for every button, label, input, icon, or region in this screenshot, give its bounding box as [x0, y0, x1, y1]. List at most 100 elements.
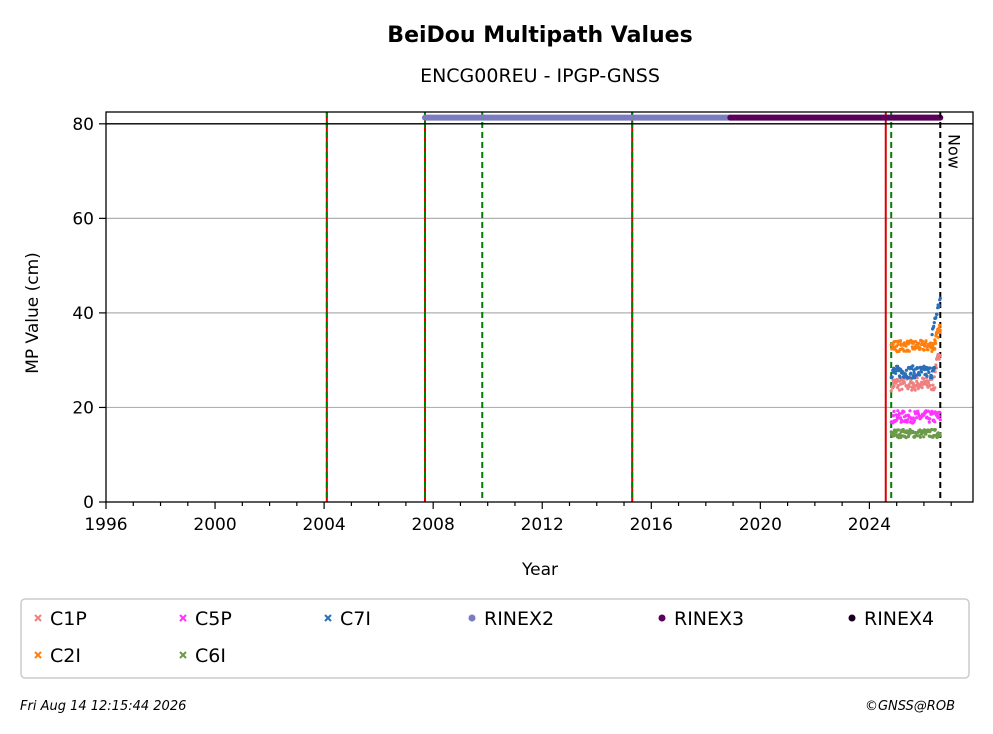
data-point	[918, 435, 923, 439]
legend-item-c5p: C5P	[179, 608, 232, 630]
y-tick-label: 20	[72, 398, 94, 418]
data-point	[922, 377, 926, 381]
footer-copyright: ©GNSS@ROB	[865, 699, 955, 714]
data-point	[896, 342, 900, 346]
data-point	[938, 323, 942, 327]
data-point	[892, 384, 896, 388]
data-point	[897, 411, 902, 416]
data-point	[934, 341, 938, 345]
data-point	[931, 383, 935, 387]
data-point	[930, 333, 934, 337]
plot-area: Now 1996 2000 2004 2008 2012 2016 2020 2024 0 20 40…	[72, 111, 974, 535]
data-point	[933, 366, 937, 370]
data-point	[927, 370, 931, 374]
x-tick-label: 2024	[848, 515, 891, 535]
data-point	[924, 339, 928, 343]
legend-item-c1p: C1P	[34, 608, 87, 630]
data-point	[902, 410, 906, 414]
x-tick-label: 2000	[193, 515, 236, 535]
data-point	[914, 384, 918, 388]
x-tick-label: 2020	[739, 515, 782, 535]
legend-item-rinex2: RINEX2	[468, 608, 554, 630]
legend-label: RINEX2	[484, 608, 554, 630]
data-point	[932, 324, 936, 328]
footer-timestamp: Fri Aug 14 12:15:44 2026	[20, 699, 186, 714]
data-point	[898, 339, 903, 343]
legend-marker	[34, 651, 42, 659]
legend-box	[20, 598, 970, 679]
now-label: Now	[944, 134, 963, 169]
data-point	[933, 347, 937, 351]
data-point	[918, 373, 922, 377]
data-point	[912, 418, 917, 422]
data-point	[924, 432, 928, 436]
data-point	[922, 435, 926, 439]
data-point	[937, 414, 941, 418]
data-point	[922, 348, 926, 352]
data-point	[928, 383, 932, 387]
data-point	[933, 339, 937, 343]
data-point	[938, 410, 942, 414]
x-tick-label: 1996	[84, 515, 127, 535]
data-point	[902, 349, 906, 353]
data-point	[932, 375, 936, 379]
y-tick-label: 60	[72, 209, 94, 229]
data-point	[918, 346, 922, 350]
data-point	[930, 376, 934, 380]
data-point	[933, 428, 937, 432]
data-point	[926, 381, 931, 385]
legend-item-c6i: C6I	[179, 645, 226, 667]
data-point	[935, 331, 940, 335]
legend-label: C1P	[50, 608, 87, 630]
chart-title: BeiDou Multipath Values	[387, 23, 692, 48]
x-tick-label: 2012	[521, 515, 564, 535]
data-point	[938, 353, 942, 357]
data-point	[896, 409, 900, 413]
data-point	[937, 326, 941, 330]
data-point	[938, 434, 942, 438]
data-point	[890, 375, 894, 379]
series-c6i	[889, 428, 942, 440]
data-point	[913, 388, 917, 392]
data-point	[908, 381, 912, 385]
legend-marker	[848, 614, 856, 622]
data-point	[925, 374, 929, 378]
legend-label: RINEX4	[864, 608, 934, 630]
legend-marker	[179, 614, 187, 622]
data-point	[909, 371, 913, 375]
data-point	[900, 387, 904, 391]
data-point	[910, 388, 914, 392]
legend-item-c7i: C7I	[324, 608, 371, 630]
data-point	[933, 386, 937, 390]
legend-item-rinex3: RINEX3	[658, 608, 744, 630]
data-point	[932, 321, 936, 325]
legend-marker	[324, 614, 332, 622]
data-point	[920, 370, 924, 374]
data-point	[938, 296, 942, 300]
data-point	[927, 420, 931, 424]
data-point	[894, 371, 898, 375]
y-tick-label: 80	[72, 115, 94, 135]
data-point	[897, 388, 902, 392]
legend: C1P C5P C7I RINEX2 RINEX3 RINEX4 C2I C6I	[20, 598, 970, 679]
data-point	[911, 364, 915, 368]
data-point	[898, 375, 902, 379]
legend-label: RINEX3	[674, 608, 744, 630]
data-point	[931, 368, 936, 372]
legend-label: C5P	[195, 608, 232, 630]
data-point	[926, 348, 930, 352]
data-point	[912, 371, 916, 375]
data-point	[917, 341, 921, 345]
data-point	[903, 342, 908, 346]
data-point	[928, 417, 932, 421]
data-point	[922, 364, 926, 368]
legend-label: C2I	[50, 645, 81, 667]
data-point	[896, 384, 900, 388]
data-point	[915, 416, 919, 420]
legend-item-c2i: C2I	[34, 645, 81, 667]
data-point	[892, 409, 896, 413]
data-point	[905, 420, 909, 424]
y-tick-label: 40	[72, 304, 94, 324]
data-point	[910, 376, 914, 380]
data-point	[937, 303, 941, 308]
